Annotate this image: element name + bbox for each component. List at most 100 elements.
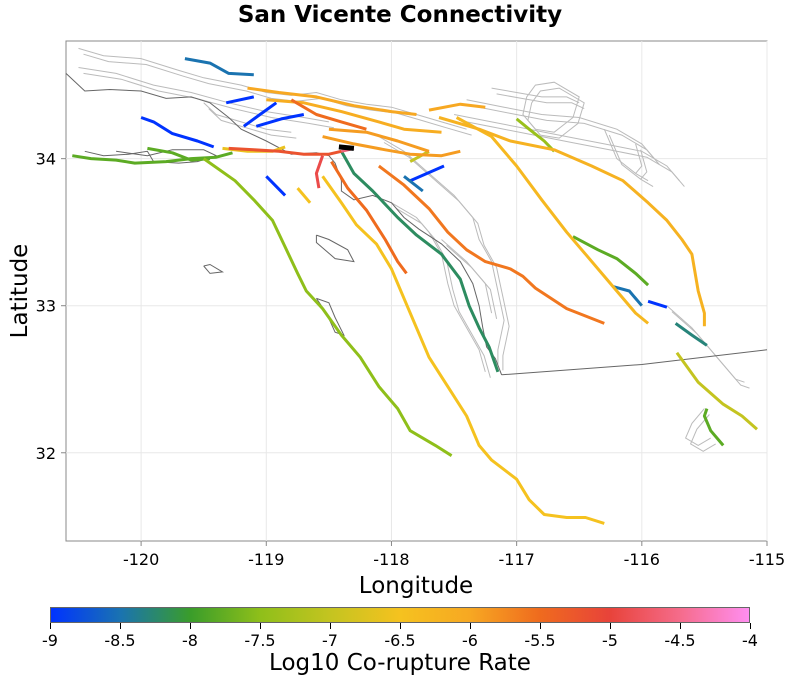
fault-trace bbox=[322, 135, 461, 158]
fault-trace bbox=[242, 101, 278, 128]
colorbar-tick-label: -8.5 bbox=[104, 631, 136, 650]
fault-section-outline bbox=[491, 87, 580, 104]
plot-frame bbox=[65, 40, 768, 542]
fault-section-outline bbox=[459, 119, 685, 187]
y-tick-label: 34 bbox=[36, 150, 56, 169]
colorbar-tick-label: -5 bbox=[602, 631, 618, 650]
fault-trace bbox=[247, 86, 417, 116]
fault-section-outline bbox=[383, 142, 510, 371]
fault-trace bbox=[702, 408, 725, 447]
x-tick-labels: -120 -119 -118 -117 -116 -115 bbox=[123, 541, 785, 569]
colorbar-tick-label: -4 bbox=[742, 631, 758, 650]
fault-section-outline bbox=[684, 408, 711, 446]
fault-trace bbox=[72, 151, 233, 165]
colorbar-ticks: -9 -8.5 -8 -7.5 -7 -6.5 -6 -5.5 -5 -4.5 -4 bbox=[0, 623, 800, 653]
x-tick-label: -117 bbox=[498, 550, 534, 569]
fault-trace bbox=[328, 127, 430, 153]
colorbar-tick-label: -7 bbox=[322, 631, 338, 650]
coastline-segment bbox=[203, 263, 225, 274]
coastline-segment bbox=[501, 349, 768, 376]
fault-trace bbox=[314, 155, 325, 189]
map-plot: -120 -119 -118 -117 -116 -115 32 33 34 Longitud… bbox=[7, 40, 785, 599]
fault-trace bbox=[572, 235, 650, 287]
fault-trace bbox=[438, 116, 706, 327]
x-tick-label: -120 bbox=[123, 550, 159, 569]
fault-section-outline bbox=[378, 136, 505, 365]
colorbar-tick-mark bbox=[610, 623, 611, 629]
fault-section-outline bbox=[496, 93, 585, 110]
fault-trace bbox=[377, 164, 605, 325]
fault-trace bbox=[612, 285, 643, 307]
fault-section-outline bbox=[689, 414, 716, 452]
x-tick-label: -116 bbox=[624, 550, 660, 569]
x-tick-label: -119 bbox=[248, 550, 284, 569]
colorbar-tick-label: -7.5 bbox=[244, 631, 276, 650]
fault-trace bbox=[225, 95, 255, 105]
x-tick-label: -118 bbox=[373, 550, 409, 569]
colorbar-tick-label: -5.5 bbox=[524, 631, 556, 650]
fault-trace bbox=[255, 113, 305, 128]
fault-section-outline bbox=[208, 108, 297, 139]
source-fault-trace bbox=[338, 144, 355, 151]
fault-trace bbox=[647, 299, 668, 309]
fault-trace bbox=[321, 175, 605, 525]
colorbar-tick-mark bbox=[330, 623, 331, 629]
fault-section-outline bbox=[396, 208, 491, 378]
fault-trace bbox=[184, 57, 254, 77]
x-tick-label: -115 bbox=[749, 550, 785, 569]
fault-trace bbox=[202, 157, 453, 457]
fault-trace bbox=[340, 150, 500, 373]
fault-trace bbox=[428, 102, 486, 112]
colorbar-tick-label: -6.5 bbox=[384, 631, 416, 650]
fault-trace bbox=[409, 149, 430, 163]
chart-title: San Vicente Connectivity bbox=[237, 2, 563, 28]
coastline-segment bbox=[315, 234, 355, 263]
fault-section-outline bbox=[454, 114, 680, 182]
colorbar-tick-label: -9 bbox=[42, 631, 58, 650]
source-fault bbox=[338, 144, 355, 151]
fault-trace bbox=[409, 164, 445, 183]
fault-section-outline bbox=[466, 99, 655, 159]
colorbar-tick-mark bbox=[120, 623, 121, 629]
fault-traces bbox=[72, 57, 758, 525]
colorbar-tick-mark bbox=[750, 623, 751, 629]
fault-section-outline bbox=[527, 87, 585, 139]
colorbar-tick-mark bbox=[470, 623, 471, 629]
fault-trace bbox=[140, 116, 215, 149]
fault-trace bbox=[147, 146, 211, 162]
fault-trace bbox=[515, 117, 556, 153]
colorbar-tick-mark bbox=[680, 623, 681, 629]
colorbar-tick-mark bbox=[400, 623, 401, 629]
fault-trace bbox=[330, 160, 408, 275]
y-tick-labels: 32 33 34 bbox=[36, 150, 66, 463]
colorbar-tick-label: -6 bbox=[462, 631, 478, 650]
fault-section-outline bbox=[471, 105, 660, 165]
fault-section-outline bbox=[608, 134, 654, 188]
fault-section-outline bbox=[203, 102, 292, 133]
colorbar-tick-label: -8 bbox=[182, 631, 198, 650]
fault-section-outline bbox=[635, 143, 643, 174]
colorbar-tick-mark bbox=[540, 623, 541, 629]
fault-trace bbox=[674, 322, 708, 347]
fault-section-outline bbox=[83, 72, 334, 129]
fault-trace bbox=[675, 351, 758, 431]
fault-trace bbox=[296, 187, 312, 204]
colorbar bbox=[50, 607, 750, 623]
y-axis-label: Latitude bbox=[7, 244, 33, 339]
fault-section-outline bbox=[522, 81, 580, 133]
fault-trace bbox=[265, 175, 287, 197]
fault-trace bbox=[290, 98, 367, 131]
colorbar-tick-mark bbox=[190, 623, 191, 629]
fault-trace bbox=[455, 116, 650, 325]
colorbar-tick-mark bbox=[260, 623, 261, 629]
fault-section-outline bbox=[640, 149, 648, 180]
y-tick-label: 33 bbox=[36, 297, 56, 316]
x-axis-label: Longitude bbox=[359, 573, 473, 599]
fault-trace bbox=[403, 175, 424, 193]
fault-section-outline bbox=[671, 311, 750, 389]
y-tick-label: 32 bbox=[36, 444, 56, 463]
colorbar-tick-mark bbox=[50, 623, 51, 629]
fault-trace bbox=[228, 146, 342, 156]
colorbar-label: Log10 Co-rupture Rate bbox=[269, 650, 531, 676]
fault-section-outline bbox=[446, 245, 498, 320]
